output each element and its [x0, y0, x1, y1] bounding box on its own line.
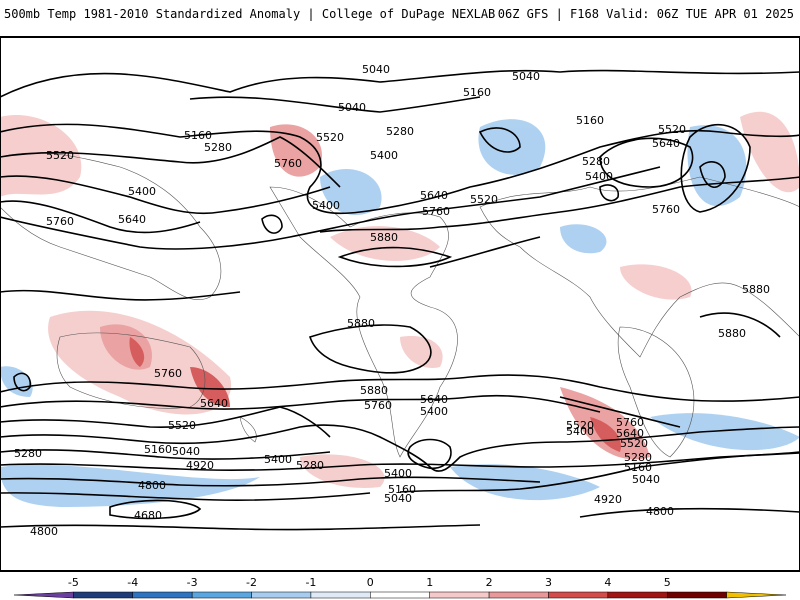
map-svg: 5040 5040 5040 5160 5160 5520 5280 5400 …	[0, 37, 800, 571]
contour-label: 5400	[566, 425, 594, 438]
colorbar-swatch	[607, 591, 668, 599]
contour-labels: 5040 5040 5040 5160 5160 5520 5280 5400 …	[14, 63, 770, 538]
colorbar-swatch	[370, 591, 430, 599]
contour-label: 5760	[274, 157, 302, 170]
contour-label: 4920	[594, 493, 622, 506]
contour-label: 5520	[168, 419, 196, 432]
contour-label: 5880	[370, 231, 398, 244]
contour-label: 5520	[316, 131, 344, 144]
contour-label: 5160	[576, 114, 604, 127]
colorbar-tick-label: -2	[246, 576, 258, 589]
contour-label: 5160	[624, 461, 652, 474]
colorbar-tick-label: -4	[127, 576, 139, 589]
contour-label: 5760	[422, 205, 450, 218]
colorbar-tick-label: 1	[426, 576, 434, 589]
height-contours	[0, 69, 800, 531]
contour-label: 5400	[128, 185, 156, 198]
contour-label: 5160	[388, 483, 416, 496]
contour-label: 5280	[582, 155, 610, 168]
contour-label: 5280	[14, 447, 42, 460]
contour-label: 5880	[360, 384, 388, 397]
contour-label: 5520	[470, 193, 498, 206]
colorbar-swatch	[13, 591, 74, 599]
contour-label: 5280	[296, 459, 324, 472]
contour-label: 5520	[620, 437, 648, 450]
header: 500mb Temp 1981-2010 Standardized Anomal…	[0, 0, 800, 30]
contour-label: 5520	[658, 123, 686, 136]
colorbar-swatch	[191, 591, 252, 599]
colorbar-swatch	[310, 591, 371, 599]
colorbar-tick-label: 3	[544, 576, 552, 589]
colorbar-tick-label: 5	[663, 576, 671, 589]
colorbar-swatch	[488, 591, 549, 599]
contour-label: 5760	[154, 367, 182, 380]
colorbar-tick-label: -3	[186, 576, 198, 589]
colorbar-tick-label: 4	[604, 576, 612, 589]
contour-label: 5280	[386, 125, 414, 138]
contour-label: 5400	[420, 405, 448, 418]
coastlines	[0, 152, 800, 458]
contour-label: 4800	[30, 525, 58, 538]
colorbar-swatch	[666, 591, 727, 599]
run-info: 06Z GFS | F168 Valid: 06Z TUE APR 01 202…	[497, 7, 794, 21]
contour-label: 5400	[312, 199, 340, 212]
contour-label: 5640	[118, 213, 146, 226]
contour-label: 5640	[616, 427, 644, 440]
colorbar-tick-label: -1	[305, 576, 317, 589]
contour-label: 5640	[200, 397, 228, 410]
colorbar-swatches	[13, 591, 787, 599]
contour-label: 5040	[362, 63, 390, 76]
contour-label: 5160	[144, 443, 172, 456]
map-title: 500mb Temp 1981-2010 Standardized Anomal…	[4, 7, 496, 21]
contour-label: 5880	[347, 317, 375, 330]
contour-label: 5280	[624, 451, 652, 464]
colorbar-swatch	[429, 591, 490, 599]
contour-label: 5640	[652, 137, 680, 150]
contour-label: 4920	[186, 459, 214, 472]
contour-label: 5400	[585, 170, 613, 183]
contour-label: 5040	[172, 445, 200, 458]
colorbar-swatch	[73, 591, 134, 599]
contour-label: 5520	[566, 419, 594, 432]
contour-label: 5760	[652, 203, 680, 216]
colorbar-swatch	[726, 591, 787, 599]
colorbar-swatch	[548, 591, 609, 599]
contour-label: 5160	[184, 129, 212, 142]
colorbar-tick-label: -5	[67, 576, 79, 589]
colorbar-svg	[13, 591, 787, 599]
colorbar-swatch	[132, 591, 193, 599]
contour-label: 5040	[384, 492, 412, 505]
map-panel: 5040 5040 5040 5160 5160 5520 5280 5400 …	[0, 36, 800, 572]
contour-label: 5400	[264, 453, 292, 466]
contour-label: 5520	[46, 149, 74, 162]
contour-label: 5760	[364, 399, 392, 412]
contour-label: 5040	[512, 70, 540, 83]
contour-label: 5760	[46, 215, 74, 228]
contour-label: 5400	[370, 149, 398, 162]
contour-label: 5400	[384, 467, 412, 480]
anomaly-shading	[0, 111, 800, 507]
contour-label: 5880	[718, 327, 746, 340]
colorbar-tick-label: 2	[485, 576, 493, 589]
colorbar: -5 -4 -3 -2 -1 0 1 2 3 4 5	[0, 572, 800, 600]
contour-label: 5880	[742, 283, 770, 296]
colorbar-tick-label: 0	[366, 576, 374, 589]
contour-label: 4680	[134, 509, 162, 522]
contour-label: 5040	[338, 101, 366, 114]
contour-label: 4800	[646, 505, 674, 518]
contour-label: 5760	[616, 416, 644, 429]
contour-label: 5040	[632, 473, 660, 486]
contour-label: 5640	[420, 189, 448, 202]
contour-label: 5160	[463, 86, 491, 99]
colorbar-swatch	[251, 591, 312, 599]
contour-label: 5280	[204, 141, 232, 154]
contour-label: 4800	[138, 479, 166, 492]
contour-label: 5640	[420, 393, 448, 406]
